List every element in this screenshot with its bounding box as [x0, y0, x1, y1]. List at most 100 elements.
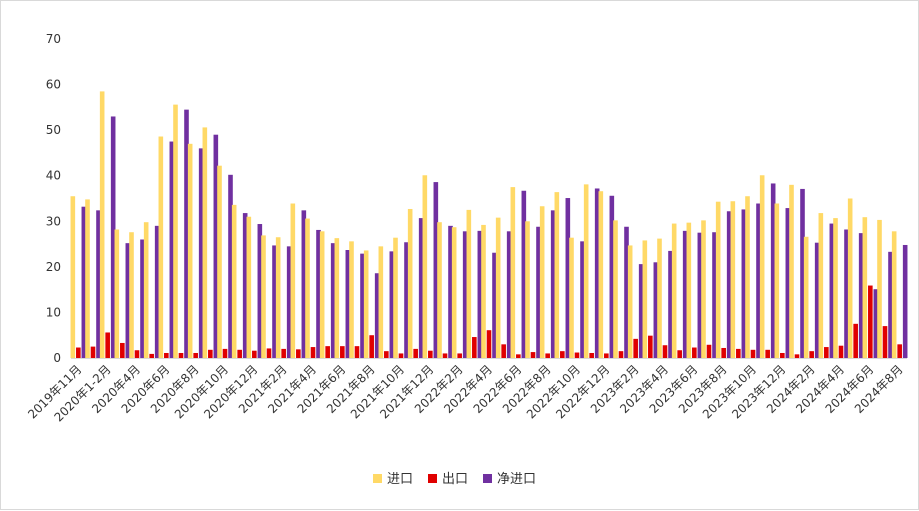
y-axis-labels: 0 10 20 30 40 50 60 70 — [46, 32, 61, 365]
bar-import — [363, 250, 369, 358]
bar-export — [208, 349, 213, 358]
bar-net-import — [814, 242, 820, 358]
bar-import — [833, 218, 838, 358]
bar-import — [99, 91, 105, 358]
bar-export — [662, 345, 668, 358]
bar-export — [853, 323, 858, 358]
bar-export — [134, 350, 140, 358]
bar-export — [838, 345, 844, 358]
bar-export — [149, 353, 154, 358]
bar-export — [736, 348, 741, 358]
y-tick-label: 20 — [46, 260, 61, 274]
bar-net-import — [286, 246, 292, 358]
bar-export — [589, 352, 594, 358]
bar-import — [422, 175, 428, 358]
legend-label: 进口 — [387, 472, 413, 487]
y-tick-label: 40 — [46, 169, 61, 183]
bar-import — [598, 191, 604, 358]
bar-export — [222, 348, 228, 358]
bar-net-import — [81, 206, 87, 358]
bar-export — [794, 354, 800, 358]
bar-export — [516, 354, 521, 358]
bar-export — [428, 350, 433, 358]
bar-net-import — [829, 223, 835, 358]
bar-import — [451, 227, 457, 358]
bar-import — [305, 218, 310, 358]
bar-import — [759, 175, 765, 358]
bar-import — [657, 238, 662, 358]
bar-net-import — [96, 210, 101, 358]
bar-export — [340, 346, 345, 358]
bar-net-import — [418, 218, 424, 358]
bar-export — [692, 347, 697, 358]
legend-label: 净进口 — [497, 472, 536, 487]
legend-label: 出口 — [442, 472, 468, 487]
bar-import — [671, 223, 677, 358]
bar-import — [407, 208, 413, 358]
bar-export — [164, 352, 169, 358]
bar-net-import — [521, 190, 527, 358]
bar-net-import — [257, 224, 263, 358]
bar-net-import — [301, 210, 307, 358]
bar-export — [677, 350, 682, 358]
bar-import — [745, 196, 750, 358]
bar-export — [574, 352, 580, 358]
bar-net-import — [668, 250, 673, 358]
legend: 进口 出口 净进口 — [373, 472, 536, 487]
bar-import — [510, 187, 516, 358]
bar-export — [868, 285, 873, 358]
bar-import — [466, 209, 472, 358]
bar-net-import — [785, 208, 791, 358]
bar-net-import — [198, 148, 204, 358]
bar-net-import — [756, 203, 761, 358]
bar-import — [613, 220, 618, 358]
bar-net-import — [594, 188, 600, 358]
bar-import — [495, 217, 501, 358]
bar-export — [706, 344, 712, 358]
bar-export — [633, 338, 638, 358]
bar-import — [583, 184, 589, 358]
bar-import — [217, 165, 222, 358]
bar-export — [882, 326, 888, 358]
bar-import — [730, 201, 736, 358]
bar-net-import — [873, 289, 879, 358]
bar-import — [319, 231, 325, 358]
bar-net-import — [712, 232, 717, 358]
bar-import — [334, 238, 340, 358]
bar-net-import — [477, 230, 483, 358]
bar-net-import — [800, 188, 805, 358]
bar-import — [789, 184, 794, 358]
bar-import — [481, 224, 486, 358]
legend-swatch — [428, 474, 437, 483]
bar-import — [525, 221, 530, 358]
bar-net-import — [374, 273, 380, 358]
bar-import — [877, 219, 882, 358]
bar-export — [281, 348, 286, 358]
bar-net-import — [184, 109, 189, 358]
bar-net-import — [462, 231, 468, 358]
bar-import — [803, 236, 809, 358]
bar-import — [774, 203, 780, 358]
bar-export — [457, 353, 462, 358]
bar-net-import — [213, 134, 219, 358]
bar-net-import — [360, 253, 365, 358]
bar-import — [187, 143, 193, 358]
bar-export — [76, 347, 81, 358]
bar-export — [325, 346, 330, 358]
bar-import — [129, 232, 134, 358]
bar-net-import — [580, 241, 585, 358]
bar-export — [120, 342, 125, 358]
bar-net-import — [389, 251, 395, 358]
y-tick-label: 30 — [46, 214, 61, 228]
bar-import — [686, 222, 692, 358]
bar-import — [569, 237, 574, 358]
y-tick-label: 50 — [46, 123, 61, 137]
bar-import — [158, 136, 164, 358]
bar-import — [715, 201, 721, 358]
bar-export — [721, 347, 726, 358]
bar-import — [437, 222, 442, 358]
bar-export — [501, 344, 506, 358]
bar-import — [627, 245, 633, 358]
